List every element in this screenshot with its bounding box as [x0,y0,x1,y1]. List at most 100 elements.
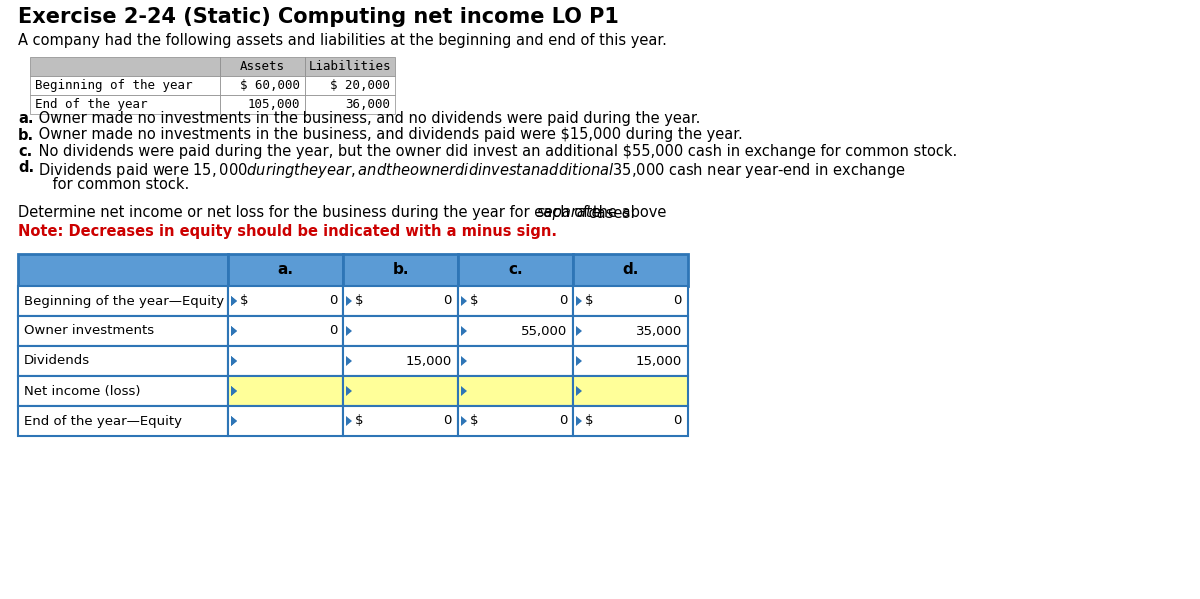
Bar [220,57,305,76]
Bar [305,57,395,76]
Polygon shape [230,296,238,306]
Bar [18,376,228,406]
Text: Owner investments: Owner investments [24,325,154,337]
Bar [574,346,688,376]
Polygon shape [230,326,238,336]
Text: End of the year: End of the year [35,98,148,111]
Bar [574,406,688,436]
Text: 105,000: 105,000 [247,98,300,111]
Bar [458,254,574,286]
Text: 0: 0 [559,415,568,428]
Bar [220,76,305,95]
Polygon shape [576,296,582,306]
Text: 0: 0 [329,325,337,337]
Polygon shape [230,356,238,366]
Text: Owner made no investments in the business, and dividends paid were $15,000 durin: Owner made no investments in the busines… [34,128,743,143]
Text: b.: b. [392,262,409,277]
Text: 36,000: 36,000 [346,98,390,111]
Polygon shape [230,386,238,396]
Text: $: $ [240,295,248,307]
Text: $ 20,000: $ 20,000 [330,79,390,92]
Text: Owner made no investments in the business, and no dividends were paid during the: Owner made no investments in the busines… [34,111,701,126]
Text: Beginning of the year—Equity: Beginning of the year—Equity [24,295,224,307]
Bar [343,346,458,376]
Bar [458,316,574,346]
Polygon shape [576,386,582,396]
Text: $: $ [355,415,364,428]
Text: 0: 0 [444,295,452,307]
Polygon shape [230,326,238,336]
Polygon shape [230,386,238,396]
Bar [228,376,343,406]
Bar [458,406,574,436]
Text: cases:: cases: [584,205,636,220]
Bar [228,286,343,316]
Text: Liabilities: Liabilities [308,60,391,73]
Bar [228,406,343,436]
Text: End of the year—Equity: End of the year—Equity [24,415,182,428]
Text: Beginning of the year: Beginning of the year [35,79,192,92]
Bar [574,316,688,346]
Bar [228,346,343,376]
Bar [30,57,220,76]
Bar [18,286,228,316]
Bar [343,286,458,316]
Text: $: $ [355,295,364,307]
Bar [305,76,395,95]
Text: b.: b. [18,128,34,143]
Bar [220,95,305,114]
Text: $ 60,000: $ 60,000 [240,79,300,92]
Text: 0: 0 [673,415,682,428]
Text: a.: a. [277,262,294,277]
Text: a.: a. [18,111,34,126]
Polygon shape [346,386,352,396]
Text: $: $ [586,295,594,307]
Polygon shape [576,326,582,336]
Bar [228,254,343,286]
Bar [574,376,688,406]
Text: 15,000: 15,000 [406,355,452,368]
Bar [30,76,220,95]
Bar [305,95,395,114]
Polygon shape [230,416,238,426]
Bar [343,376,458,406]
Text: Determine net income or net loss for the business during the year for each of th: Determine net income or net loss for the… [18,205,671,220]
Text: d.: d. [623,262,638,277]
Text: c.: c. [18,144,32,159]
Text: A company had the following assets and liabilities at the beginning and end of t: A company had the following assets and l… [18,33,667,48]
Polygon shape [461,356,467,366]
Bar [18,316,228,346]
Text: 0: 0 [559,295,568,307]
Text: Assets: Assets [240,60,286,73]
Text: 0: 0 [444,415,452,428]
Polygon shape [346,326,352,336]
Text: separate: separate [538,205,602,220]
Text: $: $ [470,295,479,307]
Bar [458,286,574,316]
Text: c.: c. [508,262,523,277]
Bar [458,346,574,376]
Bar [343,406,458,436]
Polygon shape [230,296,238,306]
Polygon shape [230,356,238,366]
Text: Net income (loss): Net income (loss) [24,385,140,398]
Text: 55,000: 55,000 [521,325,568,337]
Bar [343,254,458,286]
Text: 0: 0 [329,295,337,307]
Polygon shape [461,416,467,426]
Text: $: $ [586,415,594,428]
Text: $: $ [470,415,479,428]
Bar [18,254,228,286]
Polygon shape [461,386,467,396]
Polygon shape [230,416,238,426]
Bar [18,406,228,436]
Polygon shape [346,296,352,306]
Text: No dividends were paid during the year, but the owner did invest an additional $: No dividends were paid during the year, … [34,144,958,159]
Bar [574,254,688,286]
Text: 15,000: 15,000 [636,355,682,368]
Text: 0: 0 [673,295,682,307]
Polygon shape [461,296,467,306]
Text: Dividends: Dividends [24,355,90,368]
Text: Exercise 2-24 (Static) Computing net income LO P1: Exercise 2-24 (Static) Computing net inc… [18,7,619,27]
Bar [228,316,343,346]
